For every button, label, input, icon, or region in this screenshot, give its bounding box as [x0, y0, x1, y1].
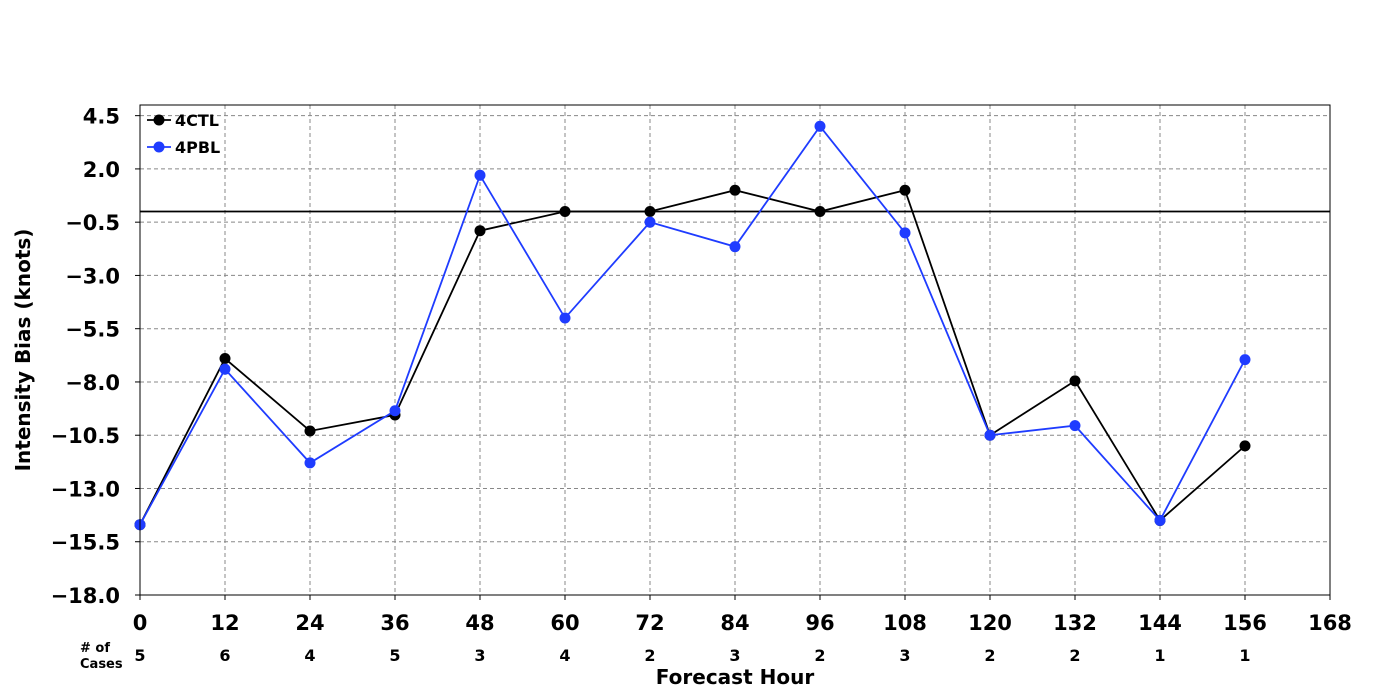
- x-tick-label: 120: [968, 611, 1012, 635]
- data-point-4PBL: [304, 457, 316, 469]
- data-point-4PBL: [474, 169, 486, 181]
- y-tick-label: −0.5: [65, 211, 120, 235]
- data-point-4CTL: [219, 353, 231, 365]
- y-tick-label: 2.0: [83, 158, 120, 182]
- data-point-4PBL: [984, 429, 996, 441]
- x-tick-label: 132: [1053, 611, 1097, 635]
- y-tick-label: −5.5: [65, 318, 120, 342]
- data-point-4PBL: [644, 216, 656, 228]
- data-point-4PBL: [219, 363, 231, 375]
- case-count: 5: [389, 646, 400, 665]
- case-count: 5: [134, 646, 145, 665]
- x-tick-label: 96: [805, 611, 834, 635]
- case-count: 1: [1239, 646, 1250, 665]
- data-point-4PBL: [899, 227, 911, 239]
- legend-label-4CTL: 4CTL: [175, 111, 219, 130]
- case-count: 6: [219, 646, 230, 665]
- data-point-4PBL: [814, 120, 826, 132]
- y-axis-label: Intensity Bias (knots): [11, 229, 35, 472]
- x-tick-label: 156: [1223, 611, 1267, 635]
- data-point-4CTL: [1069, 375, 1081, 387]
- data-point-4CTL: [304, 425, 316, 437]
- y-tick-label: −18.0: [51, 584, 120, 608]
- y-tick-label: −8.0: [65, 371, 120, 395]
- data-point-4CTL: [814, 206, 826, 218]
- x-tick-label: 108: [883, 611, 927, 635]
- y-axis-ticks: 4.5 2.0 −0.5 −3.0 −5.5 −8.0 −10.5 −13.0 −15.5 −18…: [51, 105, 140, 608]
- case-count: 2: [814, 646, 825, 665]
- series-line-4CTL: [139, 189, 1246, 526]
- y-tick-label: −3.0: [65, 264, 120, 288]
- case-count: 4: [559, 646, 570, 665]
- legend-label-4PBL: 4PBL: [175, 138, 220, 157]
- x-tick-label: 168: [1308, 611, 1352, 635]
- x-tick-label: 84: [720, 611, 749, 635]
- series-4CTL: [134, 184, 1251, 531]
- case-count: 2: [1069, 646, 1080, 665]
- series-4PBL: [134, 120, 1251, 531]
- case-count: 3: [474, 646, 485, 665]
- data-point-4PBL: [1239, 354, 1251, 366]
- data-point-4CTL: [644, 206, 656, 218]
- cases-title-line1: # of: [80, 641, 110, 656]
- data-point-4CTL: [559, 206, 571, 218]
- y-tick-label: −13.0: [51, 477, 120, 501]
- case-count: 3: [899, 646, 910, 665]
- series-line-4PBL: [139, 124, 1246, 526]
- data-point-4PBL: [1154, 514, 1166, 526]
- y-tick-label: −15.5: [51, 531, 120, 555]
- legend: 4CTL 4PBL: [147, 111, 220, 157]
- data-point-4CTL: [899, 184, 911, 196]
- x-tick-label: 0: [133, 611, 148, 635]
- data-point-4PBL: [729, 241, 741, 253]
- case-count: 2: [984, 646, 995, 665]
- y-tick-label: −10.5: [51, 424, 120, 448]
- case-count: 1: [1154, 646, 1165, 665]
- data-point-4PBL: [1069, 420, 1081, 432]
- x-tick-label: 144: [1138, 611, 1182, 635]
- grid: [140, 105, 1330, 595]
- x-tick-label: 12: [210, 611, 239, 635]
- data-point-4PBL: [559, 312, 571, 324]
- case-count: 2: [644, 646, 655, 665]
- data-point-4PBL: [389, 405, 401, 417]
- data-point-4CTL: [1239, 440, 1251, 452]
- legend-marker-4CTL: [153, 114, 165, 126]
- case-count: 3: [729, 646, 740, 665]
- x-axis-label: Forecast Hour: [656, 665, 815, 689]
- x-tick-label: 36: [380, 611, 409, 635]
- data-point-4CTL: [474, 225, 486, 237]
- data-point-4CTL: [729, 184, 741, 196]
- cases-title-line2: Cases: [80, 657, 123, 672]
- x-axis-ticks: 0 12 24 36 48 60 72 84 96 108 120 132 144 156 168: [133, 595, 1352, 635]
- x-tick-label: 60: [550, 611, 579, 635]
- y-tick-label: 4.5: [83, 105, 120, 129]
- series-layer: [134, 120, 1251, 531]
- x-tick-label: 72: [635, 611, 664, 635]
- legend-marker-4PBL: [153, 141, 165, 153]
- x-tick-label: 48: [465, 611, 494, 635]
- x-tick-label: 24: [295, 611, 324, 635]
- case-count: 4: [304, 646, 315, 665]
